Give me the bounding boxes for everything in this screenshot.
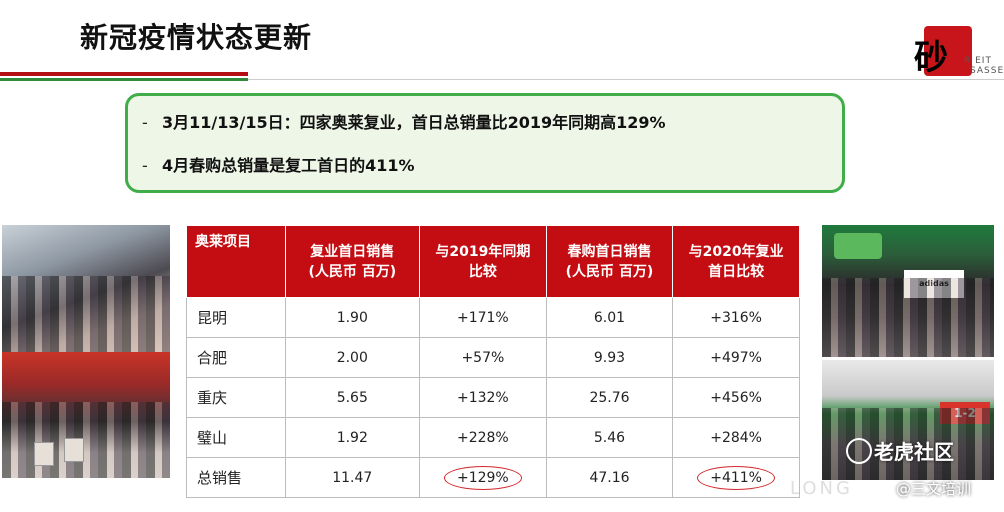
brand-logo: 砂 R EIT SASSE — [912, 24, 1004, 84]
watermark-faint-text: LONG — [790, 478, 853, 499]
cell-spring-sales: 47.16 — [545, 457, 674, 498]
header-vs-2020: 与2020年复业 首日比较 — [672, 225, 800, 298]
cell-vs-2020: +411% — [672, 457, 800, 498]
cell-reopen-sales: 11.47 — [284, 457, 421, 498]
table-header-row: 奥莱项目 复业首日销售 (人民币 百万) 与2019年同期 比较 春购首日销售 … — [186, 225, 800, 298]
watermark-sub: @三文培训 — [896, 480, 972, 498]
shopping-bag — [64, 438, 84, 462]
summary-callout: -3月11/13/15日：四家奥莱复业，首日总销量比2019年同期高129% -… — [125, 93, 845, 193]
cell-vs-2019: +132% — [419, 377, 547, 418]
cell-vs-2019: +129% — [419, 457, 547, 498]
header-reopen-sales: 复业首日销售 (人民币 百万) — [284, 225, 421, 298]
cell-spring-sales: 5.46 — [545, 417, 674, 458]
cell-vs-2020: +316% — [672, 297, 800, 338]
cell-vs-2020: +284% — [672, 417, 800, 458]
cell-vs-2020: +456% — [672, 377, 800, 418]
header-project: 奥莱项目 — [186, 225, 286, 298]
photo-store-front: adidas — [822, 225, 994, 357]
cell-vs-2019: +57% — [419, 337, 547, 378]
page-title: 新冠疫情状态更新 — [80, 21, 313, 54]
header-spring-sales: 春购首日销售 (人民币 百万) — [545, 225, 674, 298]
bullet-dash: - — [142, 113, 148, 132]
cell-reopen-sales: 1.90 — [284, 297, 421, 338]
green-sign — [834, 233, 882, 259]
header-label: 春购首日销售 (人民币 百万) — [565, 243, 654, 280]
cell-city: 昆明 — [186, 297, 286, 338]
watermark-logo-icon — [846, 438, 872, 464]
cell-spring-sales: 9.93 — [545, 337, 674, 378]
photo-people — [822, 277, 994, 357]
photo-crowd-street — [2, 225, 170, 352]
photo-people — [2, 275, 170, 352]
cell-city: 总销售 — [186, 457, 286, 498]
cell-city: 重庆 — [186, 377, 286, 418]
table-total-row: 总销售 11.47 +129% 47.16 +411% — [186, 457, 800, 498]
header-label: 与2020年复业 首日比较 — [688, 243, 784, 280]
logo-text-2: SASSE — [970, 66, 1004, 76]
photo-shoppers-bags — [2, 352, 170, 478]
cell-vs-2019: +228% — [419, 417, 547, 458]
header-vs-2019: 与2019年同期 比较 — [419, 225, 547, 298]
cell-vs-2020: +497% — [672, 337, 800, 378]
highlight-circle: +411% — [697, 465, 775, 490]
cell-reopen-sales: 1.92 — [284, 417, 421, 458]
logo-stamp — [924, 26, 972, 76]
cell-reopen-sales: 5.65 — [284, 377, 421, 418]
header-label: 奥莱项目 — [195, 234, 251, 250]
cell-city: 合肥 — [186, 337, 286, 378]
shopping-bag — [34, 442, 54, 466]
logo-text-1: R EIT — [964, 56, 992, 66]
cell-spring-sales: 25.76 — [545, 377, 674, 418]
cell-spring-sales: 6.01 — [545, 297, 674, 338]
table-row: 璧山 1.92 +228% 5.46 +284% — [186, 417, 800, 458]
title-underline-red — [0, 72, 248, 76]
callout-line-1: -3月11/13/15日：四家奥莱复业，首日总销量比2019年同期高129% — [142, 109, 666, 133]
header-label: 与2019年同期 比较 — [435, 243, 531, 280]
sales-table: 奥莱项目 复业首日销售 (人民币 百万) 与2019年同期 比较 春购首日销售 … — [186, 225, 800, 498]
callout-line-2: -4月春购总销量是复工首日的411% — [142, 152, 415, 176]
cell-reopen-sales: 2.00 — [284, 337, 421, 378]
cell-city: 璧山 — [186, 417, 286, 458]
table-row: 重庆 5.65 +132% 25.76 +456% — [186, 377, 800, 418]
table-row: 昆明 1.90 +171% 6.01 +316% — [186, 297, 800, 338]
bullet-dash: - — [142, 156, 148, 175]
photo-people — [2, 402, 170, 478]
logo-glyph: 砂 — [914, 38, 948, 78]
title-underline-green — [0, 78, 248, 81]
watermark-main: 老虎社区 — [874, 440, 954, 464]
highlight-circle: +129% — [443, 465, 522, 490]
table-row: 合肥 2.00 +57% 9.93 +497% — [186, 337, 800, 378]
header-label: 复业首日销售 (人民币 百万) — [308, 243, 397, 280]
callout-text-2: 4月春购总销量是复工首日的411% — [162, 156, 415, 175]
cell-vs-2019: +171% — [419, 297, 547, 338]
callout-text-1: 3月11/13/15日：四家奥莱复业，首日总销量比2019年同期高129% — [162, 113, 666, 132]
title-divider — [248, 79, 1004, 80]
